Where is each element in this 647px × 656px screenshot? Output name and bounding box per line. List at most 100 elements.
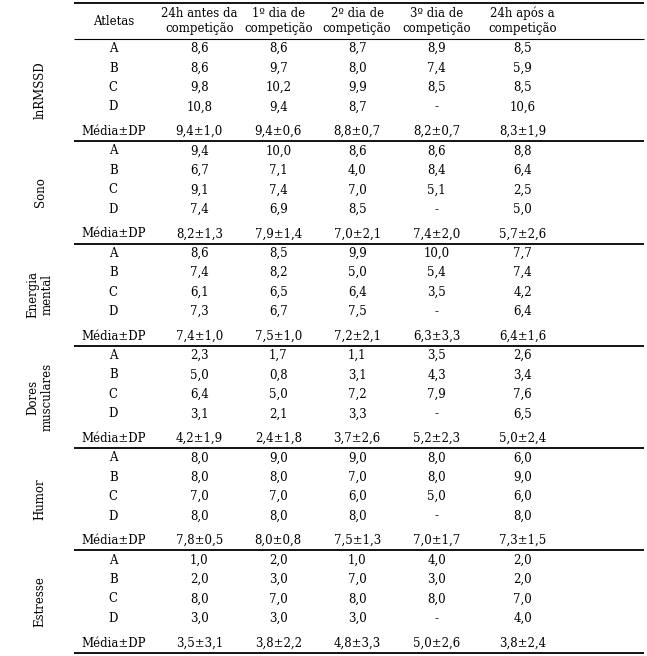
- Text: 24h antes da
competição: 24h antes da competição: [161, 7, 237, 35]
- Text: 6,4: 6,4: [190, 388, 208, 401]
- Text: 7,9±1,4: 7,9±1,4: [254, 228, 302, 240]
- Text: 3,0: 3,0: [348, 612, 366, 625]
- Text: 7,6: 7,6: [514, 388, 532, 401]
- Text: Média±DP: Média±DP: [81, 636, 146, 649]
- Text: 7,4: 7,4: [428, 62, 446, 75]
- Text: 8,2±1,3: 8,2±1,3: [176, 228, 223, 240]
- Text: 9,8: 9,8: [190, 81, 208, 94]
- Text: 8,2±0,7: 8,2±0,7: [413, 125, 460, 138]
- Text: 8,0: 8,0: [348, 510, 366, 523]
- Text: 6,7: 6,7: [269, 305, 287, 318]
- Text: 7,0: 7,0: [190, 490, 208, 503]
- Text: 2,6: 2,6: [514, 349, 532, 362]
- Text: 2,0: 2,0: [514, 573, 532, 586]
- Text: 5,0±2,4: 5,0±2,4: [499, 432, 547, 445]
- Text: lnRMSSD: lnRMSSD: [34, 61, 47, 119]
- Text: 6,7: 6,7: [190, 164, 208, 177]
- Text: 7,8±0,5: 7,8±0,5: [175, 534, 223, 547]
- Text: 8,4: 8,4: [428, 164, 446, 177]
- Text: 7,5±1,0: 7,5±1,0: [254, 329, 302, 342]
- Text: 6,4: 6,4: [514, 164, 532, 177]
- Text: 8,0: 8,0: [428, 592, 446, 605]
- Text: 1º dia de
competição: 1º dia de competição: [244, 7, 313, 35]
- Text: 7,4: 7,4: [190, 266, 208, 279]
- Text: 3,8±2,2: 3,8±2,2: [255, 636, 302, 649]
- Text: Média±DP: Média±DP: [81, 534, 146, 547]
- Text: B: B: [109, 573, 118, 586]
- Text: D: D: [109, 305, 118, 318]
- Text: 8,8±0,7: 8,8±0,7: [334, 125, 380, 138]
- Text: 9,4±1,0: 9,4±1,0: [175, 125, 223, 138]
- Text: 6,1: 6,1: [190, 285, 208, 298]
- Text: 8,7: 8,7: [348, 100, 366, 113]
- Text: 3,5±3,1: 3,5±3,1: [175, 636, 223, 649]
- Text: 8,0: 8,0: [190, 451, 208, 464]
- Text: 8,0: 8,0: [428, 471, 446, 483]
- Text: 2,4±1,8: 2,4±1,8: [255, 432, 302, 445]
- Text: D: D: [109, 510, 118, 523]
- Text: 4,0: 4,0: [428, 554, 446, 567]
- Text: B: B: [109, 164, 118, 177]
- Text: 7,0±1,7: 7,0±1,7: [413, 534, 461, 547]
- Text: -: -: [435, 612, 439, 625]
- Text: 3,8±2,4: 3,8±2,4: [499, 636, 546, 649]
- Text: 3,3: 3,3: [348, 407, 366, 420]
- Text: 6,9: 6,9: [269, 203, 287, 216]
- Text: C: C: [109, 388, 118, 401]
- Text: -: -: [435, 203, 439, 216]
- Text: 7,7: 7,7: [514, 247, 532, 260]
- Text: -: -: [435, 510, 439, 523]
- Text: 8,0: 8,0: [348, 592, 366, 605]
- Text: A: A: [109, 349, 118, 362]
- Text: 8,0: 8,0: [269, 471, 287, 483]
- Text: 7,3±1,5: 7,3±1,5: [499, 534, 547, 547]
- Text: 7,4: 7,4: [269, 183, 287, 196]
- Text: 3,5: 3,5: [428, 285, 446, 298]
- Text: C: C: [109, 183, 118, 196]
- Text: 5,9: 5,9: [514, 62, 532, 75]
- Text: Humor: Humor: [34, 478, 47, 520]
- Text: D: D: [109, 203, 118, 216]
- Text: 10,8: 10,8: [186, 100, 212, 113]
- Text: 5,0: 5,0: [190, 369, 208, 381]
- Text: A: A: [109, 554, 118, 567]
- Text: 8,5: 8,5: [428, 81, 446, 94]
- Text: 6,5: 6,5: [269, 285, 287, 298]
- Text: -: -: [435, 305, 439, 318]
- Text: C: C: [109, 81, 118, 94]
- Text: 8,9: 8,9: [428, 42, 446, 55]
- Text: 8,3±1,9: 8,3±1,9: [499, 125, 546, 138]
- Text: Atletas: Atletas: [93, 14, 134, 28]
- Text: 7,4±1,0: 7,4±1,0: [175, 329, 223, 342]
- Text: 7,0: 7,0: [269, 592, 287, 605]
- Text: 8,6: 8,6: [348, 144, 366, 157]
- Text: 8,5: 8,5: [269, 247, 287, 260]
- Text: 8,0: 8,0: [269, 510, 287, 523]
- Text: 3,4: 3,4: [514, 369, 532, 381]
- Text: Estresse: Estresse: [34, 576, 47, 627]
- Text: 7,0: 7,0: [269, 490, 287, 503]
- Text: -: -: [435, 100, 439, 113]
- Text: B: B: [109, 62, 118, 75]
- Text: 6,4: 6,4: [514, 305, 532, 318]
- Text: 8,8: 8,8: [514, 144, 532, 157]
- Text: 4,8±3,3: 4,8±3,3: [333, 636, 381, 649]
- Text: 1,0: 1,0: [348, 554, 366, 567]
- Text: 9,9: 9,9: [348, 81, 366, 94]
- Text: 6,5: 6,5: [514, 407, 532, 420]
- Text: 6,0: 6,0: [514, 490, 532, 503]
- Text: 8,0: 8,0: [190, 510, 208, 523]
- Text: D: D: [109, 407, 118, 420]
- Text: 8,6: 8,6: [428, 144, 446, 157]
- Text: Sono: Sono: [34, 178, 47, 207]
- Text: 3,0: 3,0: [190, 612, 208, 625]
- Text: 5,0: 5,0: [428, 490, 446, 503]
- Text: 8,0: 8,0: [190, 471, 208, 483]
- Text: 5,2±2,3: 5,2±2,3: [413, 432, 460, 445]
- Text: 7,4: 7,4: [514, 266, 532, 279]
- Text: Média±DP: Média±DP: [81, 329, 146, 342]
- Text: 8,0: 8,0: [514, 510, 532, 523]
- Text: 7,1: 7,1: [269, 164, 287, 177]
- Text: 8,5: 8,5: [514, 42, 532, 55]
- Text: 7,3: 7,3: [190, 305, 208, 318]
